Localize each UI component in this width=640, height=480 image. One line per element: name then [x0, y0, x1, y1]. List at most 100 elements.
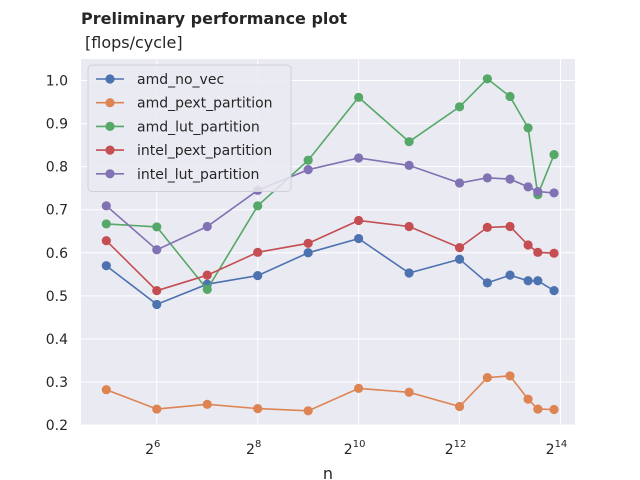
data-point — [505, 174, 515, 184]
data-point — [523, 123, 533, 133]
series-intel_lut_partition — [101, 153, 559, 255]
series-amd_no_vec — [101, 233, 559, 310]
data-point — [101, 261, 111, 271]
data-point — [533, 247, 543, 257]
data-point — [533, 276, 543, 286]
data-point — [354, 92, 364, 102]
data-point — [505, 270, 515, 280]
data-point — [303, 406, 313, 416]
y-tick-label: 0.3 — [46, 375, 68, 391]
y-tick-label: 0.9 — [46, 117, 68, 133]
data-point — [101, 385, 111, 395]
legend: amd_no_vec amd_pext_partition amd_lut_part… — [87, 64, 292, 192]
data-point — [404, 137, 414, 147]
data-point — [202, 399, 212, 409]
data-point — [482, 74, 492, 84]
legend-swatch-marker — [105, 145, 115, 155]
data-point — [533, 404, 543, 414]
data-point — [253, 201, 263, 211]
legend-item: amd_pext_partition — [96, 96, 273, 112]
data-point — [523, 240, 533, 250]
series-amd_lut_partition — [101, 74, 559, 294]
chart-subtitle: [flops/cycle] — [85, 33, 183, 52]
data-point — [202, 284, 212, 294]
y-tick-label: 0.6 — [46, 246, 68, 262]
y-tick-label: 0.7 — [46, 203, 68, 219]
data-point — [202, 221, 212, 232]
data-point — [482, 173, 492, 183]
data-point — [454, 242, 465, 253]
data-point — [454, 401, 465, 412]
data-point — [505, 91, 515, 102]
data-point — [523, 276, 533, 286]
x-tick-label: 212 — [445, 439, 467, 458]
data-point — [482, 278, 492, 288]
legend-item: amd_no_vec — [96, 72, 224, 88]
legend-item: intel_lut_partition — [96, 167, 259, 183]
data-point — [152, 245, 162, 255]
data-point — [253, 247, 263, 257]
data-point — [404, 387, 414, 397]
legend-item: amd_lut_partition — [96, 119, 260, 135]
y-tick-label: 0.4 — [46, 332, 68, 348]
data-point — [101, 201, 111, 211]
y-tick-label: 0.2 — [46, 418, 68, 434]
data-point — [152, 222, 162, 232]
data-point — [354, 383, 364, 393]
data-point — [101, 219, 111, 229]
data-point — [303, 155, 313, 165]
legend-swatch-marker — [105, 98, 115, 108]
data-point — [549, 248, 559, 258]
data-point — [549, 188, 559, 198]
legend-label: intel_lut_partition — [137, 167, 259, 183]
legend-box — [87, 64, 292, 192]
x-tick-label: 210 — [344, 439, 366, 458]
data-point — [482, 373, 492, 383]
data-point — [354, 153, 364, 163]
series-amd_pext_partition — [101, 371, 559, 416]
data-point — [505, 371, 515, 381]
legend-label: intel_pext_partition — [137, 143, 272, 159]
data-point — [523, 394, 533, 404]
data-point — [202, 270, 212, 280]
legend-item: intel_pext_partition — [96, 143, 272, 159]
data-point — [253, 270, 263, 281]
data-point — [101, 236, 111, 246]
data-point — [152, 404, 162, 414]
legend-label: amd_no_vec — [137, 72, 224, 88]
data-point — [303, 248, 313, 258]
x-tick-label: 28 — [246, 439, 261, 458]
data-point — [523, 182, 533, 192]
tick-labels: 0.2 0.3 0.4 0.5 0.6 0.7 0.8 0.9 1.0 26 28 210 212 214 — [46, 74, 568, 458]
data-point — [404, 221, 414, 232]
data-point — [454, 178, 465, 188]
data-point — [454, 102, 465, 112]
legend-swatch-marker — [105, 74, 115, 84]
legend-label: amd_pext_partition — [137, 96, 273, 112]
x-tick-label: 26 — [145, 439, 160, 458]
data-point — [303, 238, 313, 248]
chart-title: Preliminary performance plot — [81, 9, 348, 28]
data-point — [454, 254, 465, 264]
data-point — [303, 165, 313, 175]
data-point — [549, 404, 559, 415]
x-axis-label: n — [323, 464, 333, 480]
data-point — [404, 268, 414, 278]
data-point — [533, 187, 543, 197]
data-point — [505, 221, 515, 232]
data-point — [549, 286, 559, 296]
data-point — [549, 149, 559, 160]
data-point — [404, 160, 414, 170]
data-point — [152, 299, 162, 310]
data-point — [354, 215, 364, 226]
data-point — [482, 222, 492, 232]
y-tick-label: 0.8 — [46, 160, 68, 176]
data-point — [354, 233, 364, 244]
y-tick-label: 0.5 — [46, 289, 68, 305]
x-tick-label: 214 — [546, 439, 568, 458]
series-lines — [101, 74, 559, 416]
legend-swatch-marker — [105, 169, 115, 179]
data-point — [253, 404, 263, 414]
